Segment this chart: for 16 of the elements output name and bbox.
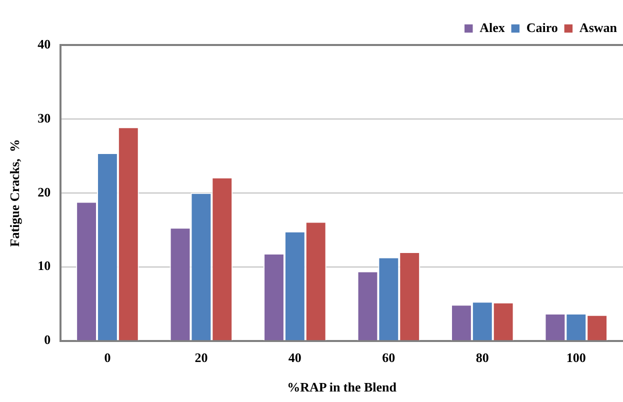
y-axis-title: Fatigue Cracks, % (7, 139, 22, 247)
legend-label: Cairo (526, 20, 558, 35)
y-tick-label: 10 (38, 258, 51, 274)
y-tick-label: 20 (38, 184, 51, 200)
x-tick-label: 100 (566, 350, 586, 365)
x-tick-label: 0 (104, 350, 111, 365)
x-tick-label: 80 (476, 350, 489, 365)
y-tick-label: 30 (38, 110, 51, 126)
x-tick-label: 60 (382, 350, 396, 365)
y-tick-label: 0 (44, 332, 51, 348)
legend-label: Aswan (579, 20, 618, 35)
x-axis-title: %RAP in the Blend (287, 380, 398, 395)
x-tick-label: 40 (288, 350, 302, 365)
legend-label: Alex (480, 20, 506, 35)
x-tick-label: 20 (194, 350, 208, 365)
y-tick-label: 40 (38, 36, 51, 52)
